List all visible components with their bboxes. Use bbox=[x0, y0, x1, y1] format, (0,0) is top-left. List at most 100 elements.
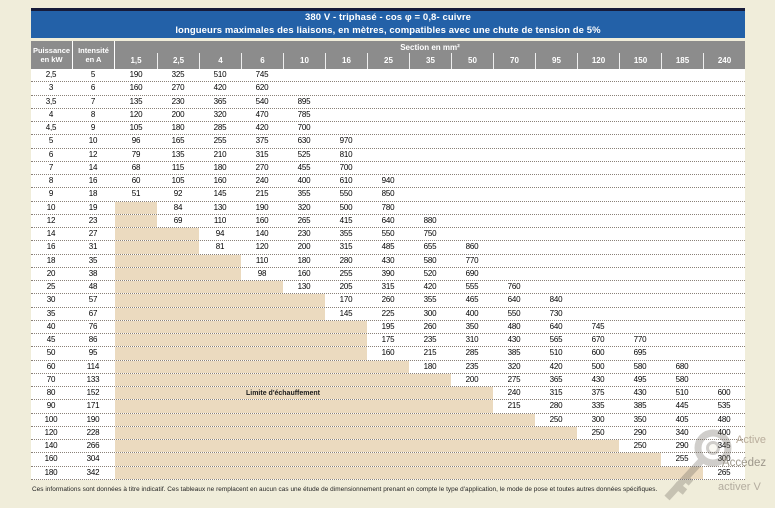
value-cell: 285 bbox=[465, 348, 479, 358]
value-cell: 750 bbox=[423, 229, 437, 238]
value-cell: 420 bbox=[423, 282, 437, 291]
empty-cell bbox=[493, 82, 535, 94]
thermal-limit-cell bbox=[157, 440, 199, 453]
current-cell: 67 bbox=[73, 307, 115, 320]
table-row: 3 6 160 270 420 620 bbox=[31, 82, 745, 96]
value-cell: 365 bbox=[213, 96, 227, 106]
empty-cell bbox=[409, 162, 451, 174]
empty-cell bbox=[577, 241, 619, 253]
empty-cell bbox=[703, 361, 745, 373]
thermal-limit-cell bbox=[493, 426, 535, 439]
thermal-limit-cell bbox=[157, 334, 199, 347]
empty-cell bbox=[283, 69, 325, 81]
power-cell: 4,5 bbox=[31, 122, 73, 135]
empty-cell bbox=[661, 268, 703, 280]
value-cell: 745 bbox=[591, 321, 605, 331]
current-cell: 18 bbox=[73, 188, 115, 201]
thermal-limit-cell bbox=[451, 413, 493, 426]
value-cell: 160 bbox=[129, 83, 143, 93]
value-cell: 270 bbox=[171, 83, 185, 93]
value-cell: 79 bbox=[131, 149, 141, 159]
empty-cell bbox=[703, 255, 745, 267]
empty-cell bbox=[661, 281, 703, 293]
table-row: 50 95 160 215 285 385 510 600 695 bbox=[31, 347, 745, 361]
empty-cell bbox=[535, 109, 577, 121]
thermal-limit-cell bbox=[283, 400, 325, 413]
value-cell: 60 bbox=[131, 176, 141, 185]
empty-cell bbox=[703, 268, 745, 280]
empty-cell bbox=[535, 96, 577, 108]
power-cell: 35 bbox=[31, 307, 73, 320]
power-cell: 70 bbox=[31, 373, 73, 386]
empty-cell bbox=[619, 96, 661, 108]
power-cell: 160 bbox=[31, 453, 73, 466]
empty-cell bbox=[409, 135, 451, 147]
power-cell: 6 bbox=[31, 148, 73, 161]
thermal-limit-label: Limite d'échauffement bbox=[245, 390, 320, 397]
value-cell: 510 bbox=[549, 348, 563, 358]
value-cell: 840 bbox=[549, 295, 563, 305]
thermal-limit-cell bbox=[157, 360, 199, 373]
value-cell: 310 bbox=[465, 335, 479, 344]
thermal-limit-cell bbox=[577, 466, 619, 479]
thermal-limit-cell bbox=[325, 320, 367, 333]
empty-cell bbox=[703, 294, 745, 306]
thermal-limit-cell bbox=[325, 400, 367, 413]
empty-cell bbox=[703, 241, 745, 253]
thermal-limit-cell bbox=[493, 440, 535, 453]
empty-cell bbox=[493, 188, 535, 200]
value-cell: 110 bbox=[213, 215, 227, 225]
value-cell: 350 bbox=[465, 321, 479, 331]
value-cell: 235 bbox=[423, 335, 437, 344]
thermal-limit-cell bbox=[619, 453, 661, 466]
thermal-limit-cell bbox=[283, 307, 325, 320]
table-row: 25 48 130 205 315 420 555 760 bbox=[31, 281, 745, 295]
value-cell: 355 bbox=[297, 189, 311, 199]
value-cell: 69 bbox=[173, 215, 183, 225]
empty-cell bbox=[451, 228, 493, 240]
value-cell: 430 bbox=[381, 255, 395, 265]
value-cell: 430 bbox=[633, 388, 647, 397]
empty-cell bbox=[577, 175, 619, 187]
thermal-limit-cell bbox=[451, 387, 493, 400]
section-col-header: 150 bbox=[619, 53, 661, 69]
current-cell: 76 bbox=[73, 320, 115, 333]
empty-cell bbox=[283, 82, 325, 94]
value-cell: 525 bbox=[297, 149, 311, 159]
empty-cell bbox=[703, 188, 745, 200]
value-cell: 280 bbox=[549, 401, 563, 411]
value-cell: 700 bbox=[297, 123, 311, 132]
empty-cell bbox=[367, 69, 409, 81]
thermal-limit-cell bbox=[241, 387, 283, 400]
thermal-limit-cell bbox=[115, 440, 157, 453]
current-cell: 342 bbox=[73, 466, 115, 479]
table-row: 4,5 9 105 180 285 420 700 bbox=[31, 122, 745, 136]
thermal-limit-cell bbox=[241, 426, 283, 439]
power-cell: 180 bbox=[31, 466, 73, 479]
empty-cell bbox=[703, 228, 745, 240]
thermal-limit-cell bbox=[115, 400, 157, 413]
thermal-limit-cell bbox=[451, 453, 493, 466]
value-cell: 270 bbox=[255, 162, 269, 172]
thermal-limit-cell bbox=[157, 241, 199, 254]
value-cell: 130 bbox=[297, 282, 311, 291]
empty-cell bbox=[577, 149, 619, 161]
value-cell: 215 bbox=[255, 189, 269, 199]
power-cell: 10 bbox=[31, 201, 73, 214]
thermal-limit-cell bbox=[409, 387, 451, 400]
thermal-limit-cell bbox=[283, 413, 325, 426]
empty-cell bbox=[409, 149, 451, 161]
current-cell: 6 bbox=[73, 82, 115, 95]
empty-cell bbox=[577, 135, 619, 147]
value-cell: 160 bbox=[297, 268, 311, 278]
power-cell: 4 bbox=[31, 108, 73, 121]
value-cell: 680 bbox=[675, 361, 689, 371]
value-cell: 200 bbox=[465, 374, 479, 384]
empty-cell bbox=[703, 109, 745, 121]
empty-cell bbox=[661, 202, 703, 214]
value-cell: 850 bbox=[381, 189, 395, 199]
power-cell: 100 bbox=[31, 413, 73, 426]
thermal-limit-cell bbox=[325, 426, 367, 439]
empty-cell bbox=[661, 175, 703, 187]
value-cell: 730 bbox=[549, 308, 563, 318]
